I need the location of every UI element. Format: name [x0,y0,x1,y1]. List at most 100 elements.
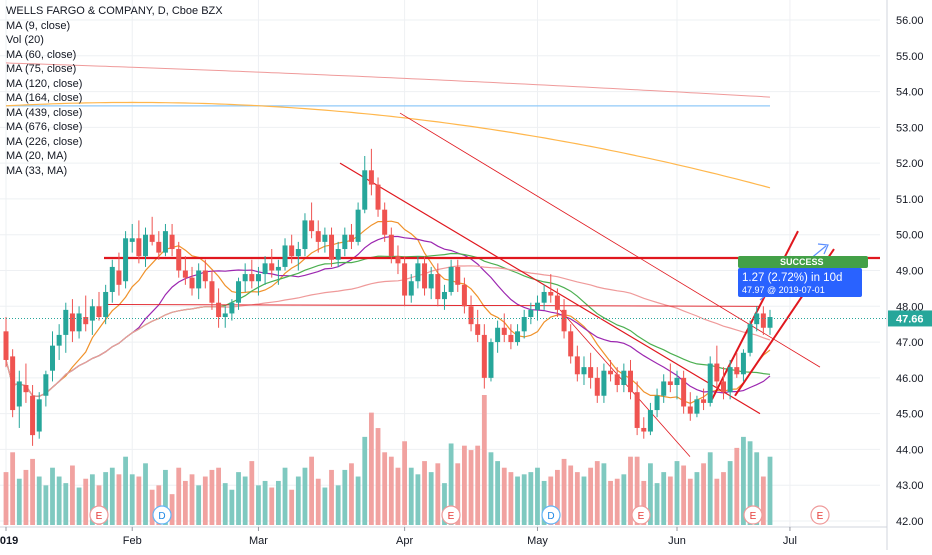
volume-bar [435,463,441,525]
volume-bar [96,485,102,525]
candle-body [182,270,188,278]
idea-result-entry: 47.97 @ 2019-07-01 [742,285,825,295]
candle-body [222,313,228,318]
candle-body [408,281,414,296]
study-ma-226[interactable]: MA (226, close) [6,135,83,148]
candle-body [209,281,215,303]
candle-body [767,317,773,328]
volume-bar [694,472,700,525]
volume-bar [548,476,554,525]
moving-average-lines [5,62,771,404]
volume-bar [741,436,746,525]
study-ma-33-ma[interactable]: MA (33, MA) [6,164,68,177]
study-ma-20-ma[interactable]: MA (20, MA) [6,150,68,162]
candle-body [641,427,647,432]
ma-439-line [5,62,771,98]
candle-body [382,209,388,235]
study-vol-20[interactable]: Vol (20) [6,34,44,46]
candle-body [368,170,374,185]
volume-bar [455,463,461,525]
dividend-marker[interactable] [152,505,172,525]
support-line-thin[interactable] [103,304,761,307]
candle-body [329,234,335,260]
candle-body [475,324,481,335]
candle-body [116,270,122,285]
study-legend: WELLS FARGO & COMPANY, D, Cboe BZX MA (9… [6,4,223,178]
candle-body [727,367,733,393]
earnings-marker[interactable] [441,505,461,525]
volume-bar [634,456,640,525]
candle-body [249,274,255,282]
price-tick-label: 55.00 [896,51,924,63]
time-axis[interactable]: 2019 Feb Mar Apr May Jun Jul [0,526,887,547]
candle-body [634,392,640,428]
volume-bar [50,467,55,525]
volume-bar [727,461,733,525]
volume-bar [501,467,507,525]
dividend-marker[interactable] [541,505,561,525]
candle-body [216,302,222,318]
earnings-marker[interactable] [89,505,109,525]
volume-bar [382,452,388,525]
study-ma-676[interactable]: MA (676, close) [6,121,83,133]
volume-bar [43,485,49,525]
candle-body [627,370,633,393]
candle-body [488,342,494,378]
volume-bar [721,472,726,525]
volume-bar [63,483,69,525]
candle-body [69,313,75,332]
volume-bar [229,489,235,525]
last-price-tag[interactable] [888,310,932,327]
time-tick-label: Jul [783,535,797,547]
candle-body [255,274,261,282]
study-ma-75[interactable]: MA (75, close) [6,63,77,75]
study-ma-60[interactable]: MA (60, close) [6,48,77,61]
candle-body [581,367,587,375]
volume-bar [508,472,514,525]
study-ma-439[interactable]: MA (439, close) [6,106,83,119]
volume-bar [402,441,408,525]
candle-body [495,327,501,343]
volume-bar [368,412,374,525]
candle-body [395,256,401,264]
chart-title[interactable]: WELLS FARGO & COMPANY, D, Cboe BZX [6,5,223,17]
volume-bar [535,467,540,525]
volume-bar [309,456,314,525]
earnings-marker[interactable] [743,505,763,525]
idea-success-badge[interactable] [738,256,868,268]
volume-bar [448,443,454,525]
candle-body [701,399,707,403]
downtrend-channel-upper[interactable] [339,162,761,415]
candle-body [661,381,667,396]
volume-bar [574,472,580,525]
candle-body [309,220,315,232]
time-tick-label: Feb [123,535,142,547]
study-ma-9[interactable]: MA (9, close) [6,19,71,32]
idea-result-box[interactable] [738,268,862,297]
volume-bar [36,476,42,525]
volume-bar [495,461,501,525]
volume-bar [601,463,607,525]
volume-bar [588,467,594,525]
earnings-marker[interactable] [631,505,651,525]
candle-body [143,234,149,257]
earnings-marker[interactable] [810,505,830,525]
candle-body [189,277,195,289]
candle-body [667,381,673,386]
study-ma-164[interactable]: MA (164, close) [6,92,83,104]
study-ma-120[interactable]: MA (120, close) [6,77,83,90]
volume-bar [462,445,467,525]
volume-bar [628,456,633,525]
event-markers[interactable]: E E E E ED D [89,505,830,525]
candle-body [169,234,175,250]
candle-body [521,317,527,332]
candle-body [501,327,507,335]
volume-bar [654,483,660,525]
volume-bar [16,478,22,525]
candle-body [123,238,129,282]
candle-body [89,306,95,321]
